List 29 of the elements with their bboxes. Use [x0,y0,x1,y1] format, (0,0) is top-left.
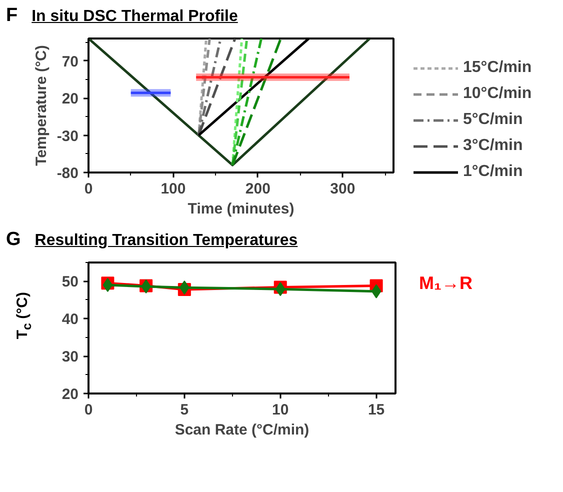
y-tick-label: -80 [56,165,79,182]
x-tick-label: 5 [180,402,189,418]
y-tick-label: 70 [62,53,79,70]
x-axis-title: Scan Rate (°C/min) [174,422,310,438]
legend-label: 3°C/min [463,137,523,155]
y-axis-title: Temperature (°C) [32,45,50,166]
y-tick-label: 40 [62,311,79,328]
y-tick-label: 50 [62,274,79,291]
y-tick-label: 20 [62,90,79,108]
chart-title: In situ DSC Thermal Profile [32,8,238,25]
y-tick-label: 20 [62,386,79,403]
y-tick-label: 30 [62,348,79,366]
legend-label: 5°C/min [463,111,523,129]
text: M₁→R [419,272,472,295]
text: F [6,5,18,26]
x-axis-title: Time (minutes) [188,200,294,218]
legend-label: 15°C/min [463,59,532,77]
x-tick-label: 10 [272,402,289,418]
legend-label: 10°C/min [463,85,532,103]
text: G [6,229,21,250]
x-tick-label: 0 [84,402,93,418]
x-tick-label: 300 [330,180,356,198]
chart-title: Resulting Transition Temperatures [34,232,298,249]
x-tick-label: 15 [368,402,385,418]
x-tick-label: 100 [160,180,186,198]
y-tick-label: -30 [56,128,79,145]
x-tick-label: 200 [245,180,270,198]
legend-label: 1°C/min [463,163,523,181]
x-tick-label: 0 [84,180,93,198]
